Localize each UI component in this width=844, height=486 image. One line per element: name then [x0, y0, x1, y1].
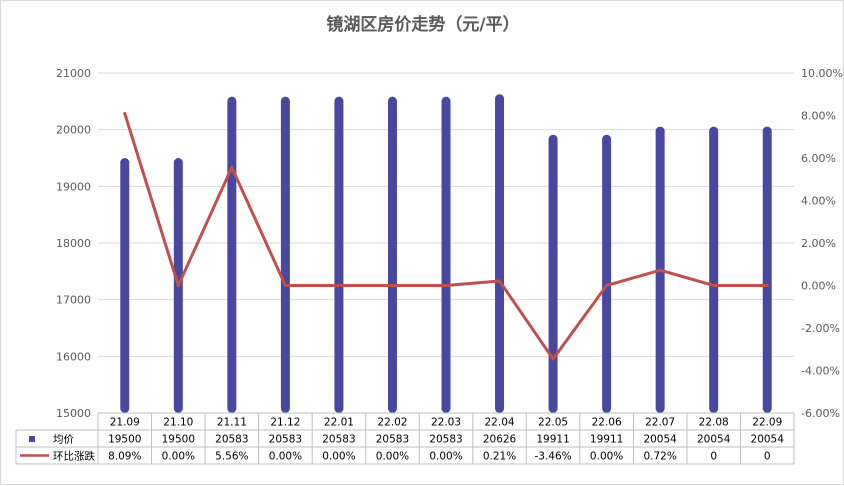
bar: [334, 96, 344, 413]
data-table: 21.09 21.10 21.11 21.12 22.01 22.02 22.03 22.04…: [15, 412, 795, 465]
line-point: [605, 284, 609, 287]
data-label: -3.46%: [534, 451, 571, 463]
bar: [548, 134, 558, 413]
line-point: [765, 284, 769, 287]
right-tick-label: 8.00%: [801, 110, 836, 123]
line-point: [712, 284, 716, 287]
line-point: [176, 284, 180, 287]
line-series: [123, 112, 769, 361]
right-tick-label: 4.00%: [801, 195, 836, 208]
category-label: 21.12: [270, 417, 300, 429]
data-label: 0.00%: [162, 451, 195, 463]
right-tick-label: 2.00%: [801, 237, 836, 250]
left-tick-label: 16000: [56, 350, 91, 363]
left-axis: 21000 20000 19000 18000 17000 16000 15000: [56, 67, 91, 420]
category-label: 22.01: [324, 417, 354, 429]
right-tick-label: -2.00%: [801, 322, 840, 335]
right-tick-label: -6.00%: [801, 407, 840, 420]
right-tick-label: 0.00%: [801, 280, 836, 293]
line-point: [123, 112, 127, 116]
category-label: 21.10: [163, 417, 193, 429]
line-point: [390, 284, 394, 287]
left-tick-label: 19000: [56, 180, 91, 193]
data-label: 20583: [269, 434, 302, 446]
bar: [709, 126, 719, 414]
left-tick-label: 17000: [56, 294, 91, 307]
data-label: 19500: [162, 434, 195, 446]
line-point: [283, 284, 287, 287]
data-label: 20583: [215, 434, 248, 446]
category-label: 21.09: [110, 417, 140, 429]
data-label: 20054: [751, 434, 785, 446]
category-label: 22.06: [592, 417, 622, 429]
left-tick-label: 18000: [56, 237, 91, 250]
bar: [495, 94, 505, 414]
legend-label: 环比涨跌: [53, 450, 95, 463]
data-label: 0: [764, 451, 771, 463]
category-label: 22.03: [431, 417, 461, 429]
category-label: 22.04: [485, 417, 515, 429]
data-label: 0.72%: [643, 451, 676, 463]
data-label: 8.09%: [108, 451, 141, 463]
bar: [227, 96, 237, 413]
chart-title: 镜湖区房价走势（元/平）: [326, 14, 519, 35]
category-label: 22.02: [377, 417, 407, 429]
left-tick-label: 20000: [56, 124, 91, 137]
legend-swatch-bar: [29, 436, 35, 442]
line-point: [658, 268, 662, 272]
right-tick-label: -4.00%: [801, 365, 840, 378]
category-label: 21.11: [217, 417, 247, 429]
data-label: 20054: [697, 434, 731, 446]
bar: [441, 96, 451, 413]
data-label: 0.00%: [429, 451, 462, 463]
left-tick-label: 15000: [56, 407, 91, 420]
category-label: 22.07: [645, 417, 675, 429]
data-label: 20626: [483, 434, 517, 446]
category-label: 22.05: [538, 417, 568, 429]
line-point: [337, 284, 341, 287]
bar: [387, 96, 397, 413]
right-tick-label: 6.00%: [801, 152, 836, 165]
data-label: 0.21%: [483, 451, 516, 463]
data-label: 20583: [376, 434, 409, 446]
line-point: [444, 284, 448, 287]
legend-label: 均价: [53, 434, 74, 446]
data-label: 0.00%: [590, 451, 623, 463]
category-label: 22.09: [752, 417, 782, 429]
left-tick-label: 21000: [56, 67, 91, 80]
data-label: 20054: [643, 434, 677, 446]
right-axis: 10.00% 8.00% 6.00% 4.00% 2.00% 0.00% -2.00% -4.…: [801, 67, 843, 420]
data-label: 0.00%: [322, 451, 355, 463]
bar: [602, 134, 612, 413]
data-label: 19500: [108, 434, 141, 446]
bar: [280, 96, 290, 413]
data-label: 0.00%: [269, 451, 302, 463]
data-label: 5.56%: [215, 451, 248, 463]
bar-series: [120, 94, 772, 414]
line-point: [498, 279, 502, 283]
data-label: 20583: [322, 434, 355, 446]
bar: [120, 158, 130, 413]
line-point: [230, 165, 234, 169]
data-label: 0.00%: [376, 451, 409, 463]
category-label: 22.08: [699, 417, 729, 429]
data-label: 19911: [590, 434, 623, 446]
data-label: 19911: [536, 434, 569, 446]
data-label: 20583: [429, 434, 462, 446]
bar: [762, 126, 772, 414]
line-point: [551, 357, 555, 361]
data-label: 0: [710, 451, 717, 463]
right-tick-label: 10.00%: [801, 67, 843, 80]
